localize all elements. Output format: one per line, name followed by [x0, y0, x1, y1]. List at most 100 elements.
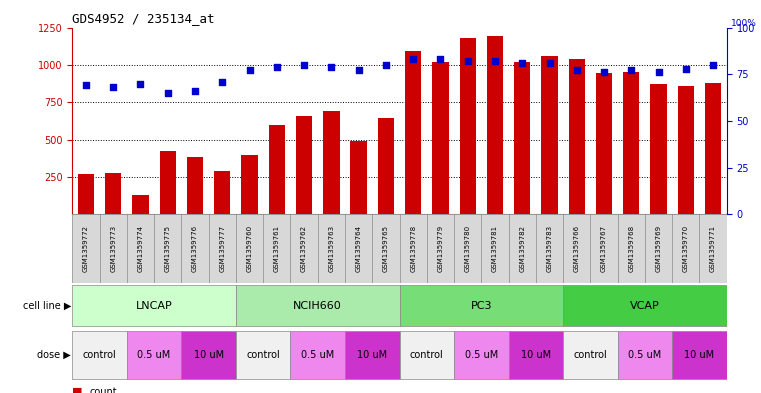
Text: 0.5 uM: 0.5 uM	[138, 350, 170, 360]
Bar	[236, 331, 291, 378]
Text: 10 uM: 10 uM	[193, 350, 224, 360]
Text: NCIH660: NCIH660	[293, 301, 342, 310]
Bar	[132, 195, 148, 214]
Text: GSM1359772: GSM1359772	[83, 224, 89, 272]
Bar	[514, 62, 530, 214]
Text: ■: ■	[72, 387, 83, 393]
Text: GSM1359770: GSM1359770	[683, 224, 689, 272]
Bar	[127, 331, 181, 378]
Bar	[672, 331, 727, 378]
Bar	[651, 84, 667, 214]
Bar	[454, 331, 508, 378]
Text: GSM1359763: GSM1359763	[328, 224, 334, 272]
Bar	[541, 56, 558, 214]
Bar	[460, 38, 476, 214]
Bar	[487, 37, 503, 214]
Text: cell line ▶: cell line ▶	[23, 301, 71, 310]
Point	[489, 58, 501, 64]
Point	[325, 64, 337, 70]
Text: LNCAP: LNCAP	[135, 301, 173, 310]
Text: GSM1359760: GSM1359760	[247, 224, 253, 272]
Text: VCAP: VCAP	[630, 301, 660, 310]
Point	[543, 60, 556, 66]
Bar	[72, 331, 127, 378]
Point	[571, 67, 583, 73]
Text: 100%: 100%	[731, 18, 756, 28]
Text: GSM1359783: GSM1359783	[546, 224, 552, 272]
Text: GSM1359769: GSM1359769	[655, 224, 661, 272]
Bar	[432, 62, 449, 214]
Bar	[291, 331, 345, 378]
Text: GSM1359781: GSM1359781	[492, 224, 498, 272]
Bar	[678, 86, 694, 214]
Bar	[345, 331, 400, 378]
Text: GSM1359764: GSM1359764	[355, 224, 361, 272]
Text: GSM1359761: GSM1359761	[274, 224, 280, 272]
Text: dose ▶: dose ▶	[37, 350, 71, 360]
Point	[135, 80, 147, 86]
Bar	[187, 158, 203, 214]
Bar	[705, 83, 721, 214]
Text: control: control	[83, 350, 116, 360]
Text: 10 uM: 10 uM	[357, 350, 387, 360]
Text: GDS4952 / 235134_at: GDS4952 / 235134_at	[72, 12, 215, 25]
Point	[598, 69, 610, 75]
Text: control: control	[410, 350, 444, 360]
Text: control: control	[574, 350, 607, 360]
Text: GSM1359771: GSM1359771	[710, 224, 716, 272]
Point	[80, 82, 92, 88]
Point	[271, 64, 283, 70]
Point	[298, 62, 310, 68]
Bar	[405, 51, 422, 214]
Text: GSM1359767: GSM1359767	[601, 224, 607, 272]
Text: count: count	[89, 387, 116, 393]
Text: 10 uM: 10 uM	[684, 350, 715, 360]
Point	[107, 84, 119, 90]
Bar	[72, 285, 236, 326]
Text: GSM1359775: GSM1359775	[164, 224, 170, 272]
Text: GSM1359777: GSM1359777	[219, 224, 225, 272]
Bar	[214, 171, 231, 214]
Point	[161, 90, 174, 96]
Bar	[596, 73, 613, 214]
Text: GSM1359765: GSM1359765	[383, 224, 389, 272]
Text: PC3: PC3	[470, 301, 492, 310]
Point	[244, 67, 256, 73]
Text: 10 uM: 10 uM	[521, 350, 551, 360]
Bar	[323, 111, 339, 214]
Bar	[241, 155, 258, 214]
Text: GSM1359773: GSM1359773	[110, 224, 116, 272]
Bar	[351, 141, 367, 214]
Text: control: control	[247, 350, 280, 360]
Point	[407, 56, 419, 62]
Bar	[78, 174, 94, 214]
Point	[462, 58, 474, 64]
Point	[380, 62, 392, 68]
Point	[516, 60, 528, 66]
Point	[680, 65, 692, 72]
Text: GSM1359782: GSM1359782	[519, 224, 525, 272]
Point	[626, 67, 638, 73]
Text: GSM1359778: GSM1359778	[410, 224, 416, 272]
Text: GSM1359779: GSM1359779	[438, 224, 444, 272]
Bar	[508, 331, 563, 378]
Bar	[181, 331, 236, 378]
Text: GSM1359768: GSM1359768	[629, 224, 635, 272]
Text: 0.5 uM: 0.5 uM	[629, 350, 661, 360]
Point	[189, 88, 201, 94]
Bar	[568, 59, 585, 214]
Text: 0.5 uM: 0.5 uM	[465, 350, 498, 360]
Bar	[563, 331, 618, 378]
Point	[707, 62, 719, 68]
Point	[216, 79, 228, 85]
Bar	[563, 285, 727, 326]
Text: GSM1359762: GSM1359762	[301, 224, 307, 272]
Text: GSM1359766: GSM1359766	[574, 224, 580, 272]
Bar	[377, 118, 394, 214]
Bar	[400, 285, 563, 326]
Point	[352, 67, 365, 73]
Bar	[236, 285, 400, 326]
Text: GSM1359780: GSM1359780	[465, 224, 471, 272]
Bar	[296, 116, 312, 214]
Text: GSM1359776: GSM1359776	[192, 224, 198, 272]
